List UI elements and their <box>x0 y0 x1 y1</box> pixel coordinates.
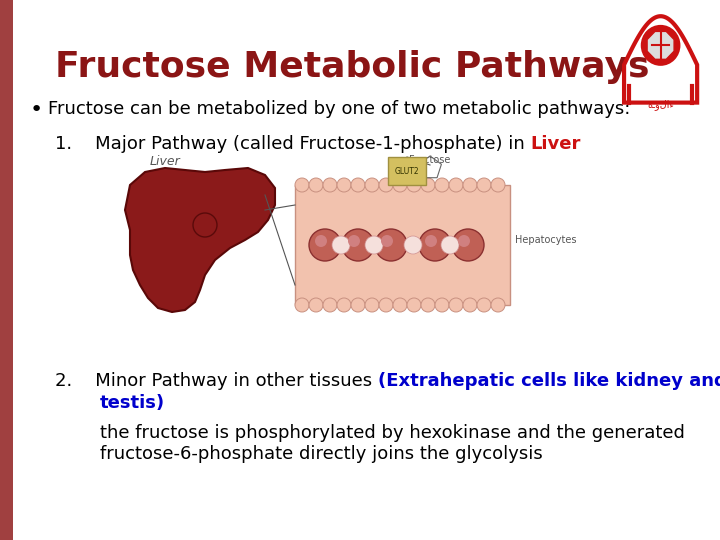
Circle shape <box>337 298 351 312</box>
Circle shape <box>365 298 379 312</box>
Text: •: • <box>30 100 43 120</box>
Text: Fructose: Fructose <box>409 155 451 165</box>
Circle shape <box>379 298 393 312</box>
Circle shape <box>295 298 309 312</box>
Circle shape <box>491 178 505 192</box>
Text: Fructose Metabolic Pathways: Fructose Metabolic Pathways <box>55 50 649 84</box>
Circle shape <box>458 235 470 247</box>
Bar <box>388 157 426 185</box>
Circle shape <box>407 298 421 312</box>
Circle shape <box>425 235 437 247</box>
Circle shape <box>477 178 491 192</box>
Circle shape <box>393 298 407 312</box>
Bar <box>0 0 13 540</box>
Circle shape <box>351 298 365 312</box>
Text: Liver: Liver <box>150 155 181 168</box>
Circle shape <box>351 178 365 192</box>
Circle shape <box>642 26 680 65</box>
Circle shape <box>463 298 477 312</box>
Polygon shape <box>647 31 674 59</box>
Circle shape <box>435 178 449 192</box>
Text: Liver: Liver <box>531 135 581 153</box>
Bar <box>295 185 510 305</box>
Text: testis): testis) <box>100 394 165 412</box>
Circle shape <box>491 298 505 312</box>
Circle shape <box>421 178 435 192</box>
Circle shape <box>419 229 451 261</box>
Text: Fructose can be metabolized by one of two metabolic pathways:: Fructose can be metabolized by one of tw… <box>48 100 631 118</box>
Circle shape <box>407 178 421 192</box>
Circle shape <box>463 178 477 192</box>
Circle shape <box>404 236 422 254</box>
Circle shape <box>323 178 337 192</box>
Text: 2.    Minor Pathway in other tissues: 2. Minor Pathway in other tissues <box>55 372 378 390</box>
Circle shape <box>477 298 491 312</box>
Circle shape <box>421 298 435 312</box>
Text: GLUT2: GLUT2 <box>395 166 419 176</box>
Text: (Extrahepatic cells like kidney and: (Extrahepatic cells like kidney and <box>378 372 720 390</box>
Circle shape <box>435 298 449 312</box>
Circle shape <box>348 235 360 247</box>
Polygon shape <box>125 168 275 312</box>
Circle shape <box>342 229 374 261</box>
Circle shape <box>323 298 337 312</box>
Circle shape <box>375 229 407 261</box>
Circle shape <box>365 178 379 192</box>
Circle shape <box>393 178 407 192</box>
Circle shape <box>309 178 323 192</box>
Circle shape <box>337 178 351 192</box>
Text: fructose-6-phosphate directly joins the glycolysis: fructose-6-phosphate directly joins the … <box>100 445 543 463</box>
Circle shape <box>332 236 350 254</box>
Circle shape <box>309 229 341 261</box>
Circle shape <box>449 178 463 192</box>
Circle shape <box>365 236 383 254</box>
Circle shape <box>295 178 309 192</box>
Text: 1.    Major Pathway (called Fructose-1-phosphate) in: 1. Major Pathway (called Fructose-1-phos… <box>55 135 531 153</box>
Text: هـؤلاء: هـؤلاء <box>647 99 674 110</box>
Circle shape <box>309 298 323 312</box>
Text: the fructose is phosphorylated by hexokinase and the generated: the fructose is phosphorylated by hexoki… <box>100 424 685 442</box>
Circle shape <box>449 298 463 312</box>
Circle shape <box>452 229 484 261</box>
Circle shape <box>379 178 393 192</box>
Circle shape <box>315 235 327 247</box>
Circle shape <box>381 235 393 247</box>
Circle shape <box>441 236 459 254</box>
Text: Hepatocytes: Hepatocytes <box>515 235 577 245</box>
